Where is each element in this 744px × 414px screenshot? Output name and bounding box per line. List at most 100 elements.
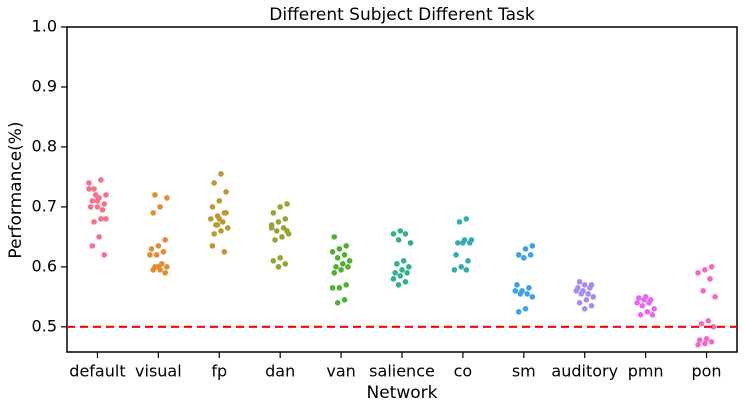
data-point bbox=[223, 210, 229, 216]
x-tick-label: fp bbox=[211, 362, 227, 381]
data-point bbox=[343, 282, 350, 288]
data-point bbox=[527, 252, 534, 258]
data-point bbox=[636, 295, 642, 301]
data-point bbox=[702, 340, 708, 347]
data-point bbox=[515, 252, 522, 258]
data-point bbox=[517, 291, 524, 297]
data-point bbox=[515, 309, 522, 315]
data-point bbox=[707, 276, 713, 282]
x-tick-label: pon bbox=[691, 362, 721, 381]
data-point bbox=[634, 300, 640, 306]
data-point bbox=[703, 336, 710, 342]
data-point bbox=[392, 270, 398, 276]
data-point bbox=[522, 306, 529, 312]
x-tick-label: default bbox=[69, 362, 125, 381]
data-point bbox=[89, 243, 96, 249]
data-point bbox=[514, 282, 520, 288]
data-point bbox=[225, 225, 231, 231]
data-point bbox=[395, 237, 402, 243]
data-point bbox=[275, 264, 282, 270]
data-point bbox=[339, 261, 346, 267]
data-point bbox=[573, 288, 579, 294]
data-point bbox=[651, 306, 657, 312]
x-tick-label: co bbox=[454, 362, 473, 381]
data-point bbox=[529, 294, 536, 300]
data-point bbox=[404, 270, 410, 276]
data-point bbox=[587, 285, 593, 291]
data-point bbox=[526, 285, 532, 291]
data-point bbox=[698, 321, 705, 327]
x-tick-label: visual bbox=[135, 362, 182, 381]
data-point bbox=[223, 189, 229, 195]
data-point bbox=[529, 243, 536, 249]
data-point bbox=[103, 216, 109, 222]
data-point bbox=[284, 201, 290, 207]
data-point bbox=[86, 186, 92, 192]
y-axis-label: Performance(%) bbox=[6, 121, 26, 258]
data-point bbox=[218, 228, 224, 234]
data-point bbox=[696, 337, 703, 343]
data-point bbox=[331, 270, 338, 276]
data-point bbox=[160, 249, 167, 255]
data-point bbox=[521, 255, 527, 261]
data-point bbox=[590, 294, 597, 300]
data-point bbox=[218, 171, 224, 177]
data-point bbox=[399, 267, 405, 273]
chart-title: Different Subject Different Task bbox=[269, 5, 535, 25]
data-point bbox=[346, 258, 353, 264]
data-point bbox=[390, 231, 397, 237]
x-tick-label: salience bbox=[369, 362, 435, 381]
data-point bbox=[395, 282, 402, 288]
data-point bbox=[216, 216, 223, 222]
data-point bbox=[334, 255, 341, 261]
y-tick-label: 0.5 bbox=[32, 316, 57, 335]
data-point bbox=[454, 240, 461, 246]
data-point bbox=[94, 204, 101, 210]
data-point bbox=[89, 198, 96, 204]
data-point bbox=[637, 312, 644, 318]
data-point bbox=[162, 270, 168, 276]
data-point bbox=[155, 264, 162, 270]
data-point bbox=[86, 180, 92, 186]
data-point bbox=[407, 240, 414, 246]
y-tick-label: 0.9 bbox=[32, 76, 57, 95]
data-point bbox=[402, 231, 409, 237]
data-point bbox=[150, 267, 157, 273]
data-point bbox=[708, 264, 715, 270]
data-point bbox=[708, 339, 715, 345]
data-point bbox=[641, 297, 647, 303]
data-point bbox=[710, 324, 717, 330]
data-point bbox=[147, 252, 153, 258]
data-point bbox=[705, 318, 712, 324]
data-point bbox=[164, 195, 170, 201]
data-point bbox=[282, 261, 289, 267]
x-tick-label: dan bbox=[265, 362, 295, 381]
data-point bbox=[275, 219, 282, 225]
data-point bbox=[460, 240, 466, 246]
data-point bbox=[576, 300, 583, 306]
data-point bbox=[279, 234, 285, 240]
data-point bbox=[277, 204, 283, 210]
data-point bbox=[646, 300, 652, 306]
data-point bbox=[209, 204, 216, 210]
data-point bbox=[331, 234, 338, 240]
x-tick-label: auditory bbox=[551, 362, 618, 381]
data-point bbox=[164, 264, 170, 270]
data-point bbox=[162, 237, 168, 243]
data-point bbox=[400, 258, 407, 264]
data-point bbox=[96, 234, 102, 240]
data-point bbox=[402, 279, 409, 285]
data-point bbox=[272, 237, 278, 243]
data-point bbox=[578, 291, 585, 297]
data-point bbox=[456, 219, 463, 225]
data-point bbox=[397, 273, 404, 279]
data-point bbox=[153, 252, 160, 258]
data-point bbox=[583, 297, 590, 303]
data-point bbox=[221, 249, 228, 255]
data-point bbox=[157, 204, 163, 210]
data-point bbox=[103, 192, 109, 198]
data-point bbox=[695, 270, 701, 276]
data-point bbox=[270, 258, 277, 264]
data-point bbox=[329, 249, 336, 255]
data-point bbox=[406, 264, 412, 270]
